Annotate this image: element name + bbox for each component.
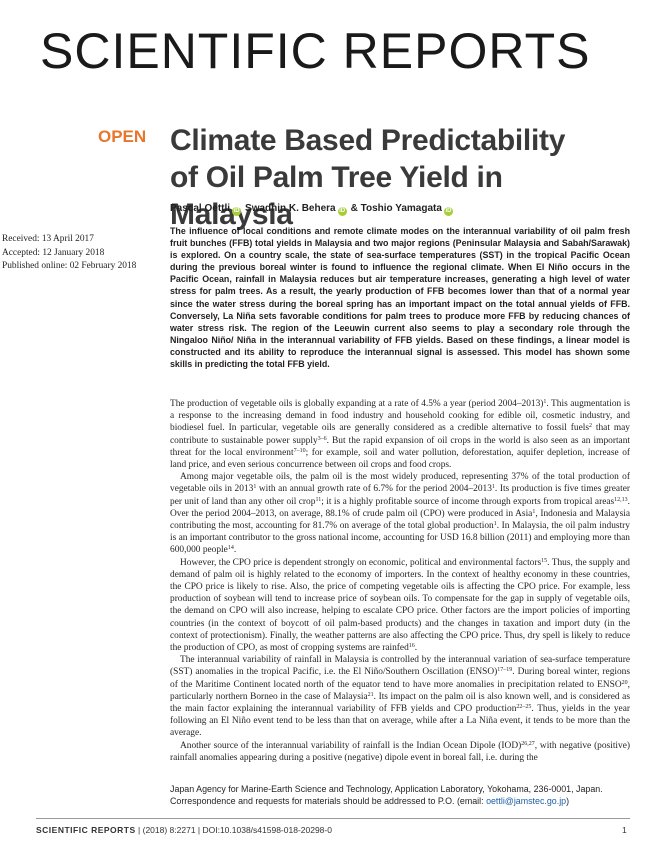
affiliation: Japan Agency for Marine-Earth Science an… [170,783,630,807]
citation-ref[interactable]: 12,13 [614,496,628,503]
text-run: ; it is a highly profitable source of in… [321,496,615,507]
date-published: Published online: 02 February 2018 [2,261,137,271]
text-run: The production of vegetable oils is glob… [170,399,544,409]
email-link[interactable]: oettli@jamstec.go.jp [486,796,567,806]
page-number: 1 [622,825,627,835]
body-text: The production of vegetable oils is glob… [170,398,630,764]
authors: Pascal Oettli iD Swadhin K. Behera iD & Tosh… [170,203,457,216]
footer-rule [36,818,630,819]
citation-ref[interactable]: 1 [493,521,497,528]
text-run: . During boreal winter, regions of the M… [170,667,631,690]
affiliation-text: Japan Agency for Marine-Earth Science an… [170,784,603,806]
citation-ref[interactable]: 20 [621,679,628,686]
citation-ref[interactable]: 1 [491,484,495,491]
citation-ref[interactable]: 26,27 [521,740,535,747]
citation-ref[interactable]: 1 [543,399,547,405]
date-accepted: Accepted: 12 January 2018 [2,247,105,258]
citation-ref[interactable]: 14 [227,545,234,552]
text-run: . But the rapid expansion of oil crops i… [170,435,630,458]
citation-ref[interactable]: 11 [315,496,322,503]
text-run: . Its production is five times greater p… [170,484,630,507]
citation-ref[interactable]: 15 [541,557,548,564]
orcid-icon[interactable]: iD [443,207,453,216]
paragraph: The interannual variability of rainfall … [170,654,630,739]
footer-journal: SCIENTIFIC REPORTS [36,825,136,835]
text-run: Among major vegetable oils, the palm oil… [170,472,630,495]
author[interactable]: & Toshio Yamagata [350,203,442,214]
text-run: , with negative (positive) rainfall anom… [170,740,630,763]
citation-ref[interactable]: 3–6 [317,435,327,442]
text-run: . [414,643,418,654]
text-run: . Its impact on the palm oil is also kno… [170,691,630,715]
abstract: The influence of local conditions and re… [170,226,630,370]
citation-ref[interactable]: 2 [588,423,592,430]
date-received: Received: 13 April 2017 [2,234,94,244]
text-run: , particularly northern Borneo in the ca… [170,679,630,702]
paragraph: Among major vegetable oils, the palm oil… [170,471,630,556]
text-run: that may contribute to sustainable power… [170,423,630,446]
citation-ref[interactable]: 21 [367,691,374,698]
open-label: OPEN [98,127,147,146]
text-run: . Over the period 2004–2013, on average,… [170,496,631,519]
paragraph: Another source of the interannual variab… [170,740,630,764]
text-run: . This augmentation is a response to the… [170,399,630,434]
text-run: ; for example, soil and water pollution,… [170,447,631,471]
masthead: SCIENTIFIC REPORTS [40,23,591,79]
dates: Received: 13 April 2017 Accepted: 12 Jan… [2,233,136,274]
text-run: with an annual growth rate of 6.7% for t… [256,484,492,495]
citation-ref[interactable]: 7–10 [293,447,306,454]
paragraph: However, the CPO price is dependent stro… [170,557,630,655]
author[interactable]: Swadhin K. Behera [245,203,336,214]
text-run: . In Malaysia, the oil palm industry is … [170,521,630,556]
citation-ref[interactable]: 17–19 [497,667,513,674]
article-title: Climate Based Predictability of Oil Palm… [170,124,566,231]
citation-ref[interactable]: 1 [253,484,257,491]
paragraph: The production of vegetable oils is glob… [170,398,630,471]
footer: SCIENTIFIC REPORTS | (2018) 8:2271 | DOI… [36,825,332,835]
footer-citation: | (2018) 8:2271 | DOI:10.1038/s41598-018… [135,825,332,835]
orcid-icon[interactable]: iD [232,207,242,216]
text-run: , Indonesia and Malaysia contributing th… [170,508,630,532]
citation-ref[interactable]: 16 [408,643,415,650]
citation-ref[interactable]: 1 [532,508,536,515]
text-run: Another source of the interannual variab… [180,740,522,751]
text-run: . Thus, the supply and demand of palm oi… [170,557,630,654]
text-run: . Thus, yields in the year following an … [170,704,631,739]
author[interactable]: Pascal Oettli [170,203,231,214]
citation-ref[interactable]: 22–25 [516,704,532,711]
orcid-icon[interactable]: iD [337,207,347,216]
text-run: The interannual variability of rainfall … [170,655,630,678]
affiliation-end: ) [566,796,570,806]
text-run: However, the CPO price is dependent stro… [180,557,542,568]
text-run: . [233,545,237,556]
